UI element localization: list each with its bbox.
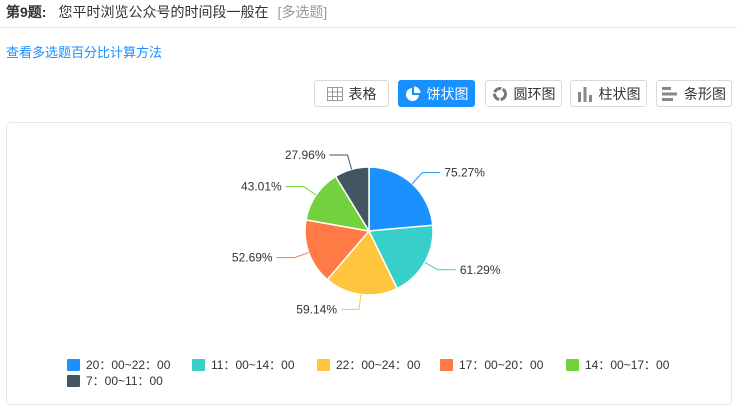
legend-swatch bbox=[566, 358, 579, 371]
legend-swatch bbox=[67, 374, 80, 387]
legend-swatch bbox=[67, 358, 80, 371]
view-donut-button[interactable]: 圆环图 bbox=[485, 80, 562, 107]
percentage-calc-link[interactable]: 查看多选题百分比计算方法 bbox=[6, 45, 163, 60]
leader-line bbox=[411, 172, 441, 185]
view-horizontal-bar-button[interactable]: 条形图 bbox=[656, 80, 732, 107]
legend-swatch bbox=[192, 358, 205, 371]
slice-percentage-label: 61.29% bbox=[460, 263, 501, 277]
leader-line bbox=[424, 261, 456, 271]
slice-percentage-label: 59.14% bbox=[296, 302, 337, 316]
pie-slice[interactable] bbox=[305, 175, 371, 233]
slice-percentage-label: 75.27% bbox=[444, 166, 485, 180]
view-horizontal-bar-label: 条形图 bbox=[684, 85, 726, 102]
question-text: 您平时浏览公众号的时间段一般在 bbox=[58, 4, 269, 20]
legend-label: 11：00~14：00 bbox=[211, 358, 295, 372]
view-table-button[interactable]: 表格 bbox=[314, 80, 389, 107]
question-header: 第9题: 您平时浏览公众号的时间段一般在 [多选题] bbox=[6, 2, 327, 22]
leader-line bbox=[341, 294, 362, 310]
table-icon bbox=[326, 86, 343, 101]
legend-label: 14：00~17：00 bbox=[585, 358, 670, 372]
leader-line bbox=[329, 154, 353, 170]
pie-chart: 75.27% 61.29% 59.14% 52.69% 43.01% 27.96% bbox=[232, 148, 501, 316]
view-table-label: 表格 bbox=[348, 85, 377, 102]
chart-panel: 75.27% 61.29% 59.14% 52.69% 43.01% 27.96% 20：… bbox=[6, 122, 732, 405]
view-donut-label: 圆环图 bbox=[513, 85, 556, 102]
legend-label: 22：00~24：00 bbox=[336, 358, 421, 372]
question-number: 第9题: bbox=[6, 4, 47, 20]
leader-line bbox=[285, 186, 317, 196]
slice-percentage-label: 27.96% bbox=[285, 148, 326, 162]
legend-item[interactable]: 14：00~17：00 bbox=[566, 356, 669, 373]
question-type: [多选题] bbox=[277, 4, 328, 20]
legend-item[interactable]: 11：00~14：00 bbox=[192, 356, 295, 373]
bar-chart-icon bbox=[577, 86, 593, 102]
header-divider bbox=[0, 27, 737, 28]
legend-label: 7：00~11：00 bbox=[86, 374, 163, 388]
pie-chart-icon bbox=[405, 86, 421, 102]
slice-percentage-label: 43.01% bbox=[241, 180, 282, 194]
view-bar-label: 柱状图 bbox=[598, 85, 641, 102]
view-pie-label: 饼状图 bbox=[426, 85, 469, 102]
legend-swatch bbox=[440, 358, 453, 371]
legend-item[interactable]: 22：00~24：00 bbox=[317, 356, 420, 373]
legend-item[interactable]: 17：00~20：00 bbox=[440, 356, 543, 373]
legend-label: 20：00~22：00 bbox=[86, 358, 171, 372]
slice-percentage-label: 52.69% bbox=[232, 251, 273, 265]
legend-swatch bbox=[317, 358, 330, 371]
view-pie-button[interactable]: 饼状图 bbox=[398, 80, 475, 107]
legend-item[interactable]: 20：00~22：00 bbox=[67, 356, 170, 373]
legend-label: 17：00~20：00 bbox=[459, 358, 544, 372]
donut-chart-icon bbox=[492, 86, 508, 102]
legend-item[interactable]: 7：00~11：00 bbox=[67, 372, 163, 389]
pie-slice[interactable] bbox=[368, 166, 434, 232]
horizontal-bar-chart-icon bbox=[662, 86, 678, 102]
pie-slice[interactable] bbox=[367, 224, 434, 290]
leader-line bbox=[276, 252, 309, 259]
pie-slice[interactable] bbox=[334, 166, 370, 234]
view-bar-button[interactable]: 柱状图 bbox=[570, 80, 647, 107]
